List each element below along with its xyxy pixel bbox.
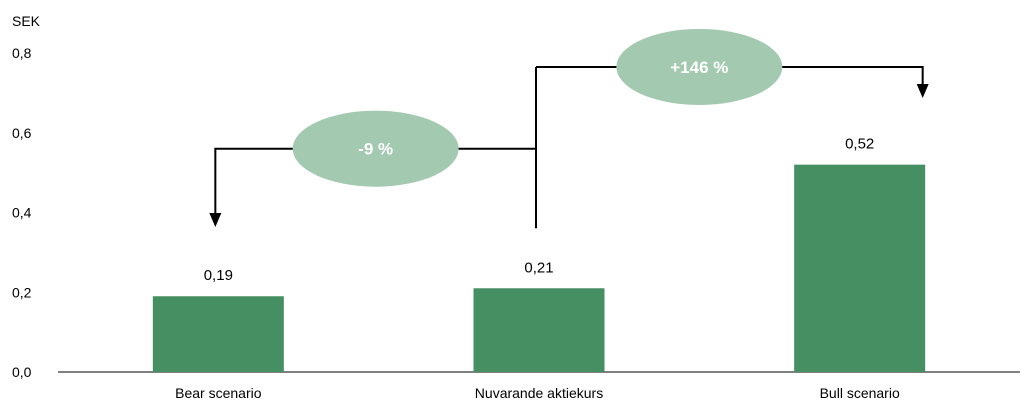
y-tick-label: 0,6 bbox=[12, 125, 32, 141]
bar bbox=[794, 164, 926, 372]
annotation-percent-label: -9 % bbox=[358, 140, 393, 159]
y-axis-ticks: 0,0 0,2 0,4 0,6 0,8 bbox=[12, 45, 32, 380]
category-label: Bear scenario bbox=[175, 385, 262, 401]
data-labels: 0,19 0,21 0,52 bbox=[204, 136, 875, 285]
arrow-head-icon bbox=[209, 213, 222, 227]
annotation-ellipse bbox=[616, 28, 783, 105]
bars bbox=[152, 164, 926, 372]
bar bbox=[152, 296, 284, 372]
arrow-head-icon bbox=[916, 84, 929, 98]
y-axis-unit-label: SEK bbox=[12, 13, 41, 29]
bar bbox=[473, 288, 605, 372]
category-label: Bull scenario bbox=[820, 385, 900, 401]
category-labels: Bear scenario Nuvarande aktiekurs Bull sce… bbox=[175, 385, 900, 401]
category-label: Nuvarande aktiekurs bbox=[475, 385, 603, 401]
data-label: 0,19 bbox=[204, 267, 233, 284]
y-tick-label: 0,2 bbox=[12, 284, 32, 300]
y-tick-label: 0,4 bbox=[12, 205, 32, 221]
data-label: 0,52 bbox=[845, 136, 874, 153]
change-annotations: -9 % +146 % bbox=[209, 28, 929, 229]
annotation-ellipse bbox=[292, 110, 459, 187]
y-tick-label: 0,8 bbox=[12, 45, 32, 61]
y-tick-label: 0,0 bbox=[12, 364, 32, 380]
annotation-percent-label: +146 % bbox=[670, 58, 728, 77]
data-label: 0,21 bbox=[524, 259, 553, 276]
